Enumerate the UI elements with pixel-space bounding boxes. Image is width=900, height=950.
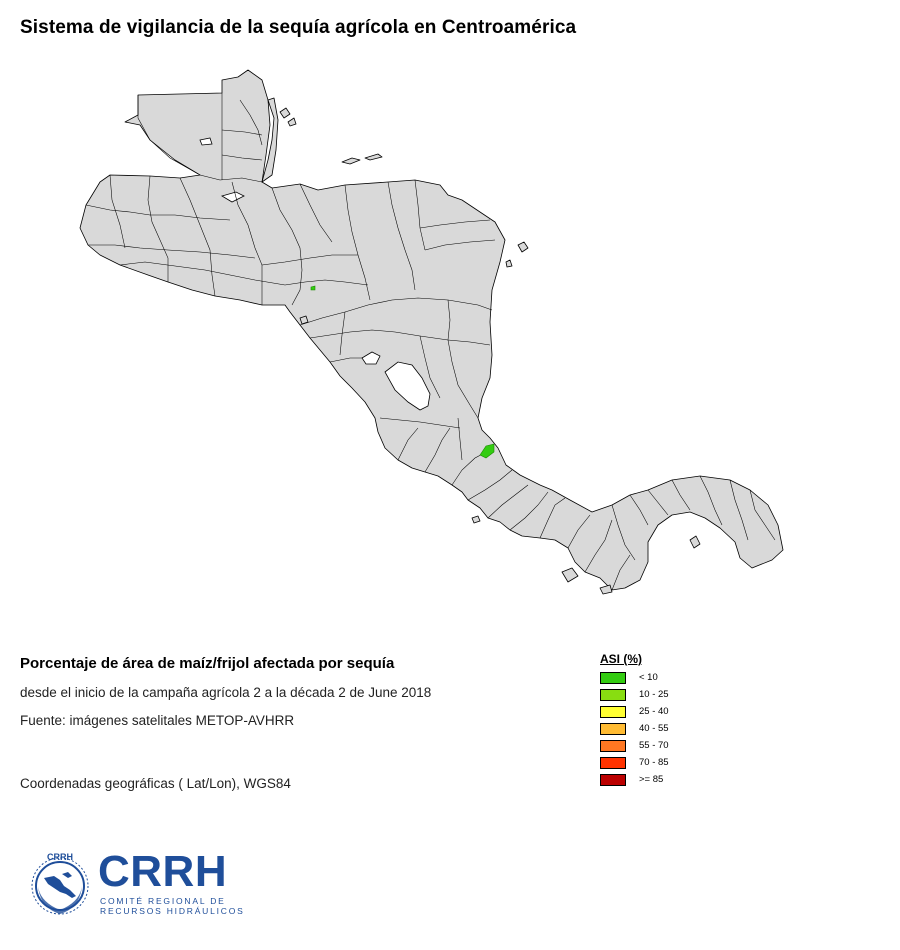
lake-nicaragua <box>384 361 431 411</box>
legend-swatch <box>600 688 626 701</box>
legend-item: 40 - 55 <box>600 720 710 737</box>
legend-swatch <box>600 773 626 786</box>
legend-title: ASI (%) <box>600 652 642 666</box>
lakes <box>199 137 431 411</box>
legend-label: 70 - 85 <box>639 757 669 768</box>
lake-managua <box>361 351 381 365</box>
affected-area-honduras <box>310 285 316 291</box>
legend-item: 25 - 40 <box>600 703 710 720</box>
info-period: desde el inicio de la campaña agrícola 2… <box>20 685 432 700</box>
legend-item: 70 - 85 <box>600 754 710 771</box>
legend-label: 55 - 70 <box>639 740 669 751</box>
logo-line-2: RECURSOS HIDRÁULICOS <box>100 906 245 916</box>
legend-item: 10 - 25 <box>600 686 710 703</box>
legend-item: 55 - 70 <box>600 737 710 754</box>
emblem-text: CRRH <box>47 852 73 862</box>
legend-swatch <box>600 671 626 684</box>
legend-label: < 10 <box>639 672 658 683</box>
central-america-map <box>79 69 784 595</box>
map-info: Porcentaje de área de maíz/frijol afecta… <box>20 655 580 741</box>
cayos <box>279 107 297 127</box>
legend-item: < 10 <box>600 669 710 686</box>
land-masses <box>79 69 784 595</box>
logo-line-1: COMITÉ REGIONAL DE <box>100 896 226 906</box>
gulf-of-fonseca-islands <box>299 315 309 325</box>
crrh-emblem-icon: CRRH <box>31 852 89 915</box>
legend-label: >= 85 <box>639 774 664 785</box>
legend-item: >= 85 <box>600 771 710 788</box>
info-source: Fuente: imágenes satelitales METOP-AVHRR <box>20 713 295 728</box>
info-coordinates: Coordenadas geográficas ( Lat/Lon), WGS8… <box>20 776 291 791</box>
lake-peten <box>199 137 213 146</box>
legend-label: 25 - 40 <box>639 706 669 717</box>
logo-acronym: CRRH <box>98 847 228 896</box>
affected-areas <box>310 285 495 459</box>
cocos-island <box>471 515 481 524</box>
admin-borders <box>85 93 776 591</box>
info-heading: Porcentaje de área de maíz/frijol afecta… <box>20 655 395 672</box>
bay-islands <box>341 153 383 165</box>
crrh-logo: CRRH CRRH COMITÉ REGIONAL DE RECURSOS HI… <box>26 847 243 920</box>
corn-islands <box>505 241 529 268</box>
panama-islands <box>561 535 701 583</box>
affected-area-costa-rica <box>479 443 495 459</box>
mainland-outline <box>79 69 784 591</box>
legend: ASI (%) < 10 10 - 25 25 - 40 40 - 55 55 … <box>600 652 710 788</box>
legend-swatch <box>600 722 626 735</box>
legend-swatch <box>600 739 626 752</box>
belize-coast <box>261 97 279 183</box>
legend-swatch <box>600 756 626 769</box>
map-title: Sistema de vigilancia de la sequía agríc… <box>20 17 577 38</box>
legend-label: 40 - 55 <box>639 723 669 734</box>
legend-swatch <box>600 705 626 718</box>
coiba-island <box>599 584 613 595</box>
legend-label: 10 - 25 <box>639 689 669 700</box>
lake-izabal <box>221 191 245 203</box>
